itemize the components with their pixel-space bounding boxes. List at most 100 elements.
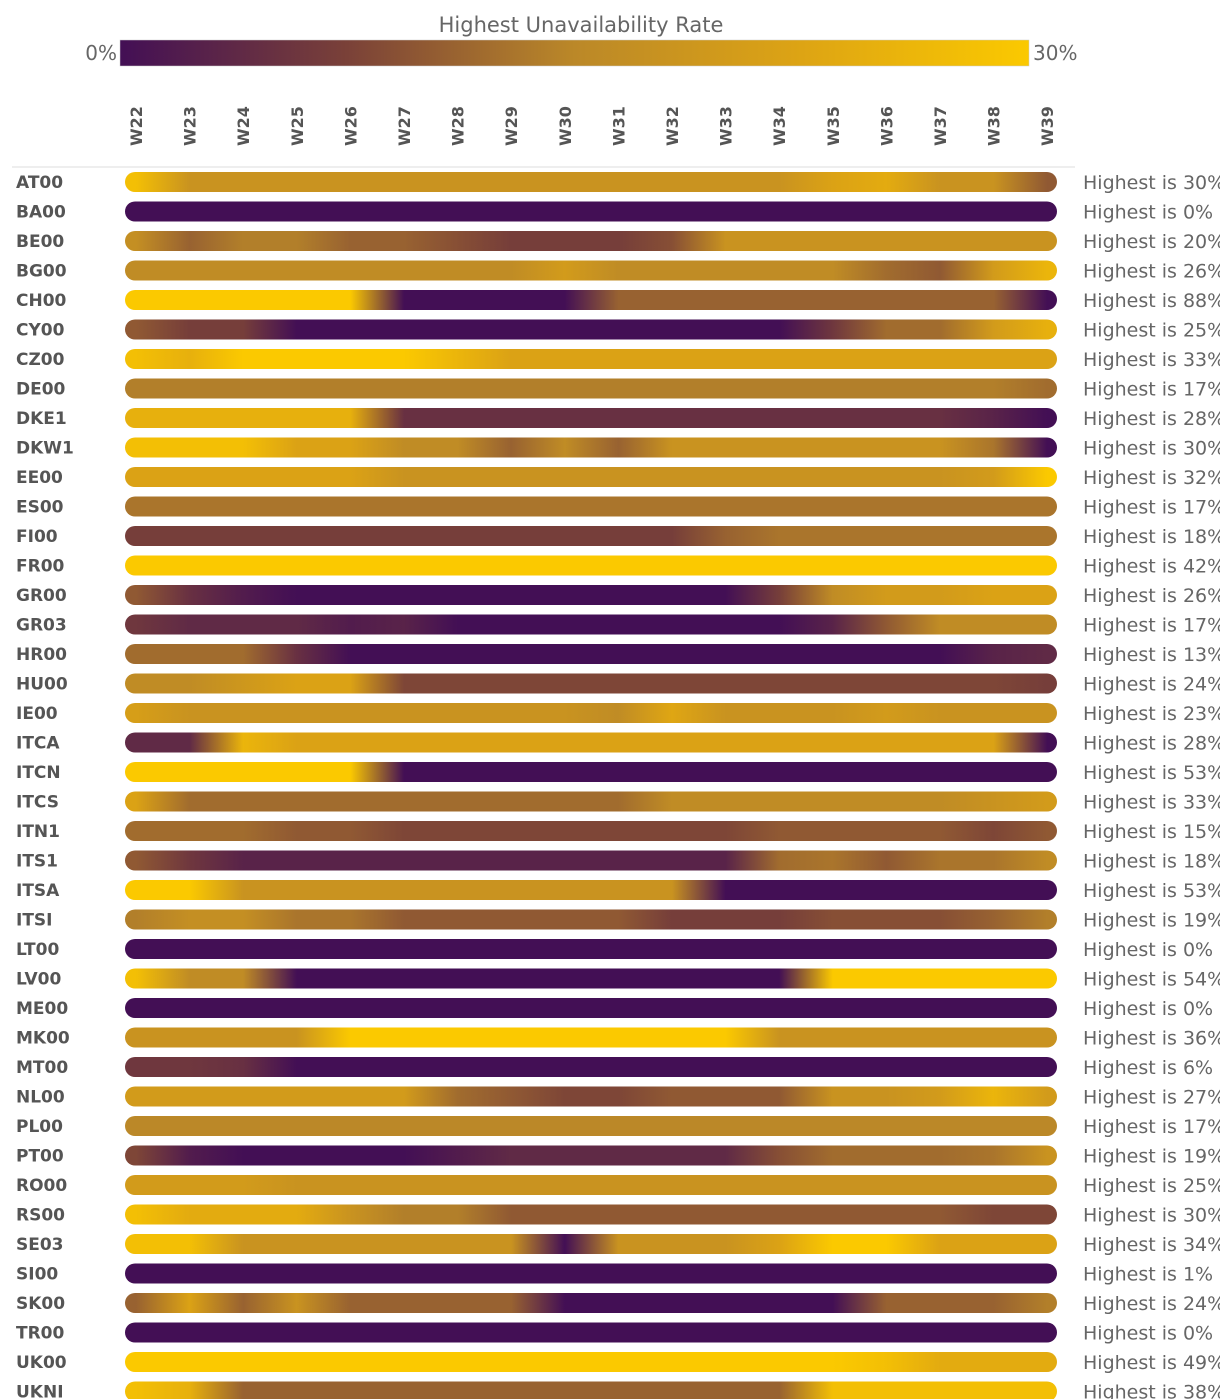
row-label: MK00 bbox=[16, 1029, 70, 1049]
row-max-label: Highest is 25% bbox=[1083, 1175, 1220, 1197]
row-max-label: Highest is 25% bbox=[1083, 320, 1220, 342]
row-max-label: Highest is 38% bbox=[1083, 1382, 1220, 1399]
heatmap-row-itcn: ITCN Highest is 53% bbox=[16, 762, 1220, 784]
row-bar bbox=[125, 998, 1057, 1018]
row-max-label: Highest is 17% bbox=[1083, 379, 1220, 401]
row-label: PT00 bbox=[16, 1147, 64, 1167]
row-label: DE00 bbox=[16, 380, 66, 400]
heatmap-row-its1: ITS1 Highest is 18% bbox=[16, 850, 1220, 873]
heatmap-row-si00: SI00 Highest is 1% bbox=[16, 1263, 1213, 1286]
row-max-label: Highest is 30% bbox=[1083, 1205, 1220, 1227]
row-max-label: Highest is 32% bbox=[1083, 467, 1220, 489]
heatmap-row-itcs: ITCS Highest is 33% bbox=[16, 791, 1220, 814]
row-label: BA00 bbox=[16, 203, 66, 223]
row-max-label: Highest is 19% bbox=[1083, 1146, 1220, 1168]
row-max-label: Highest is 27% bbox=[1083, 1087, 1220, 1109]
row-bar bbox=[125, 1234, 1057, 1254]
row-max-label: Highest is 18% bbox=[1083, 526, 1220, 548]
heatmap-row-itn1: ITN1 Highest is 15% bbox=[16, 821, 1220, 843]
week-label-w27: W27 bbox=[395, 106, 414, 146]
row-label: ITSI bbox=[16, 911, 53, 931]
row-label: GR00 bbox=[16, 586, 67, 606]
row-bar bbox=[125, 614, 1057, 635]
row-max-label: Highest is 0% bbox=[1083, 939, 1213, 961]
heatmap-row-gr00: GR00 Highest is 26% bbox=[16, 585, 1220, 607]
row-max-label: Highest is 30% bbox=[1083, 172, 1220, 194]
week-label-w24: W24 bbox=[234, 106, 253, 146]
heatmap-row-cy00: CY00 Highest is 25% bbox=[16, 319, 1220, 342]
row-bar bbox=[125, 172, 1057, 192]
heatmap-row-itsi: ITSI Highest is 19% bbox=[16, 909, 1220, 932]
week-label-w33: W33 bbox=[717, 106, 736, 146]
row-label: SE03 bbox=[16, 1235, 64, 1255]
heatmap-row-de00: DE00 Highest is 17% bbox=[16, 378, 1220, 401]
row-max-label: Highest is 26% bbox=[1083, 585, 1220, 607]
row-bar bbox=[125, 703, 1057, 723]
row-max-label: Highest is 6% bbox=[1083, 1057, 1213, 1079]
row-bar bbox=[125, 1263, 1057, 1284]
week-label-w31: W31 bbox=[609, 106, 628, 146]
row-label: MT00 bbox=[16, 1058, 68, 1078]
row-bar bbox=[125, 201, 1057, 222]
row-bar bbox=[125, 260, 1057, 281]
heatmap-row-pl00: PL00 Highest is 17% bbox=[16, 1116, 1220, 1138]
row-max-label: Highest is 42% bbox=[1083, 556, 1220, 578]
row-max-label: Highest is 19% bbox=[1083, 910, 1220, 932]
week-axis: W22 W23 W24 W25 W26 W27 W28 W29 W30 W31 W32 W33 W34 W… bbox=[127, 106, 1057, 146]
row-max-label: Highest is 17% bbox=[1083, 497, 1220, 519]
row-label: BE00 bbox=[16, 232, 64, 252]
row-bar bbox=[125, 1381, 1057, 1399]
row-bar bbox=[125, 290, 1057, 310]
row-bar bbox=[125, 319, 1057, 340]
row-label: CY00 bbox=[16, 321, 65, 341]
row-max-label: Highest is 28% bbox=[1083, 733, 1220, 755]
week-label-w34: W34 bbox=[770, 106, 789, 146]
row-bar bbox=[125, 1027, 1057, 1048]
heatmap-row-rs00: RS00 Highest is 30% bbox=[16, 1204, 1220, 1227]
heatmap-row-hr00: HR00 Highest is 13% bbox=[16, 644, 1220, 666]
row-bar bbox=[125, 1204, 1057, 1225]
row-bar bbox=[125, 1145, 1057, 1166]
heatmap-row-es00: ES00 Highest is 17% bbox=[16, 496, 1220, 519]
row-label: PL00 bbox=[16, 1117, 63, 1137]
row-label: SK00 bbox=[16, 1294, 65, 1314]
heatmap-row-fi00: FI00 Highest is 18% bbox=[16, 526, 1220, 548]
week-label-w25: W25 bbox=[288, 106, 307, 146]
week-label-w30: W30 bbox=[556, 106, 575, 146]
row-label: GR03 bbox=[16, 616, 67, 636]
week-label-w36: W36 bbox=[877, 106, 896, 146]
row-bar bbox=[125, 1175, 1057, 1195]
row-bar bbox=[125, 939, 1057, 959]
row-label: ME00 bbox=[16, 999, 68, 1019]
row-max-label: Highest is 28% bbox=[1083, 408, 1220, 430]
row-bar bbox=[125, 644, 1057, 664]
row-max-label: Highest is 26% bbox=[1083, 261, 1220, 283]
week-label-w32: W32 bbox=[663, 106, 682, 146]
row-max-label: Highest is 1% bbox=[1083, 1264, 1213, 1286]
row-label: ITS1 bbox=[16, 852, 58, 872]
row-label: SI00 bbox=[16, 1265, 58, 1285]
heatmap-row-sk00: SK00 Highest is 24% bbox=[16, 1293, 1220, 1315]
row-bar bbox=[125, 909, 1057, 930]
row-bar bbox=[125, 408, 1057, 428]
row-bar bbox=[125, 968, 1057, 989]
row-label: HR00 bbox=[16, 645, 67, 665]
row-label: ITCA bbox=[16, 734, 60, 754]
row-max-label: Highest is 53% bbox=[1083, 762, 1220, 784]
week-label-w35: W35 bbox=[824, 106, 843, 146]
legend-min-label: 0% bbox=[85, 41, 117, 65]
heatmap-row-fr00: FR00 Highest is 42% bbox=[16, 555, 1220, 578]
heatmap-row-tr00: TR00 Highest is 0% bbox=[16, 1322, 1213, 1345]
row-max-label: Highest is 53% bbox=[1083, 880, 1220, 902]
row-label: ITSA bbox=[16, 881, 60, 901]
heatmap-row-ie00: IE00 Highest is 23% bbox=[16, 703, 1220, 725]
row-label: DKE1 bbox=[16, 409, 67, 429]
row-max-label: Highest is 33% bbox=[1083, 792, 1220, 814]
row-max-label: Highest is 18% bbox=[1083, 851, 1220, 873]
row-max-label: Highest is 34% bbox=[1083, 1234, 1220, 1256]
row-max-label: Highest is 49% bbox=[1083, 1352, 1220, 1374]
row-bar bbox=[125, 555, 1057, 576]
row-label: DKW1 bbox=[16, 439, 74, 459]
heatmap-row-hu00: HU00 Highest is 24% bbox=[16, 673, 1220, 696]
